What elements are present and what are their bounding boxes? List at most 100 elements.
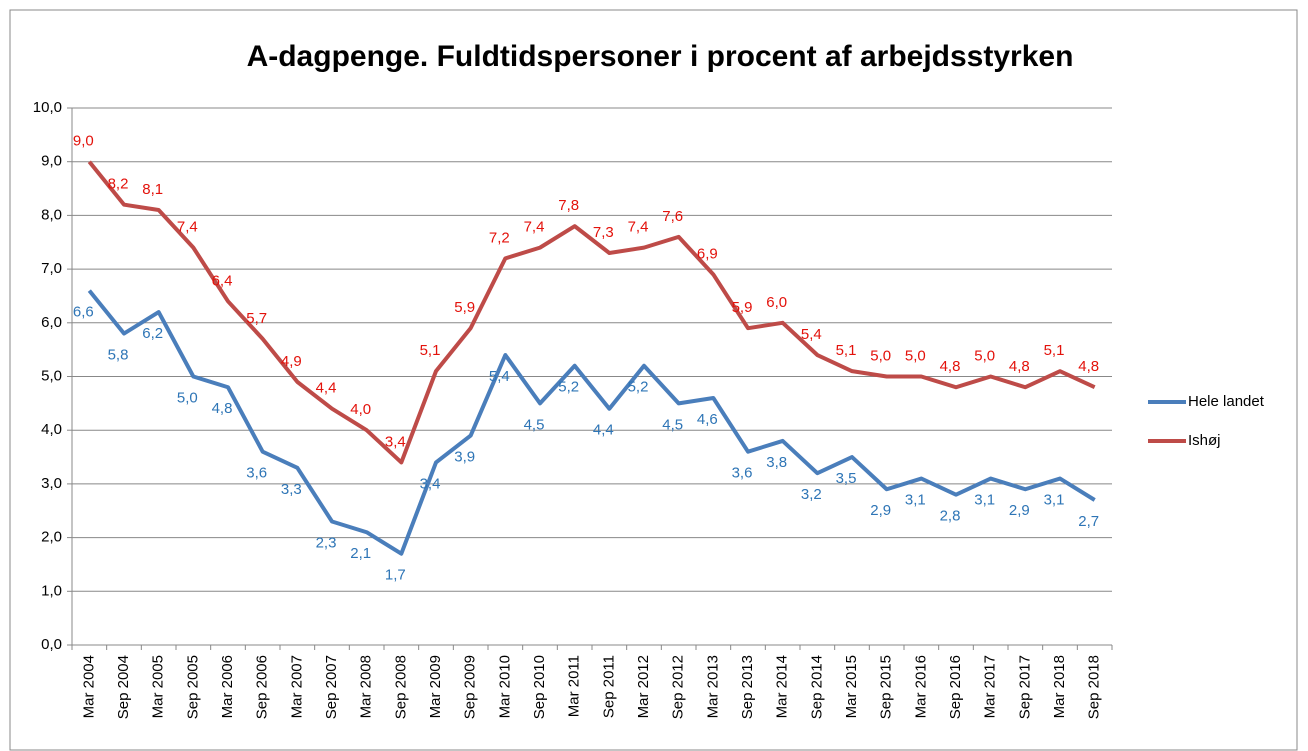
data-label: 2,1 [350, 545, 371, 562]
data-label: 3,4 [420, 475, 441, 492]
data-label: 6,6 [73, 304, 94, 321]
data-label: 4,6 [697, 411, 718, 428]
data-label: 2,9 [1009, 502, 1030, 519]
data-label: 2,3 [316, 534, 337, 551]
data-label: 7,6 [662, 208, 683, 225]
data-label: 2,9 [870, 502, 891, 519]
data-label: 3,4 [385, 433, 406, 450]
data-label: 5,4 [801, 326, 822, 343]
x-tick-label: Mar 2007 [288, 655, 305, 718]
x-tick-label: Mar 2011 [566, 655, 583, 717]
data-label: 3,6 [246, 465, 267, 482]
data-label: 7,2 [489, 229, 510, 246]
x-tick-label: Sep 2013 [739, 655, 756, 719]
x-tick-label: Mar 2004 [80, 655, 97, 718]
y-tick-label: 7,0 [41, 260, 62, 277]
data-label: 3,2 [801, 486, 822, 503]
data-label: 4,4 [593, 422, 614, 439]
data-label: 3,8 [766, 454, 787, 471]
y-tick-label: 1,0 [41, 582, 62, 599]
x-tick-label: Mar 2005 [150, 655, 167, 718]
x-tick-label: Sep 2016 [947, 655, 964, 719]
data-label: 1,7 [385, 567, 406, 584]
x-tick-label: Sep 2014 [808, 655, 825, 719]
x-tick-label: Sep 2005 [184, 655, 201, 719]
data-label: 5,9 [732, 299, 753, 316]
data-label: 4,5 [524, 416, 545, 433]
x-tick-label: Sep 2011 [600, 655, 617, 718]
data-label: 9,0 [73, 133, 94, 150]
x-tick-label: Mar 2013 [704, 655, 721, 718]
y-tick-label: 8,0 [41, 206, 62, 223]
data-label: 5,0 [974, 347, 995, 364]
data-label: 4,4 [316, 380, 337, 397]
y-tick-label: 2,0 [41, 529, 62, 546]
data-label: 5,7 [246, 310, 267, 327]
data-label: 6,9 [697, 245, 718, 262]
chart-title: A-dagpenge. Fuldtidspersoner i procent a… [247, 40, 1074, 73]
y-tick-label: 3,0 [41, 475, 62, 492]
y-tick-label: 9,0 [41, 153, 62, 170]
x-tick-label: Sep 2017 [1016, 655, 1033, 719]
data-label: 5,9 [454, 299, 475, 316]
data-label: 5,0 [870, 347, 891, 364]
x-tick-label: Mar 2015 [843, 655, 860, 718]
data-label: 7,8 [558, 197, 579, 214]
data-label: 4,9 [281, 353, 302, 370]
data-label: 7,4 [177, 219, 198, 236]
x-tick-label: Mar 2010 [496, 655, 513, 718]
data-label: 4,8 [1009, 358, 1030, 375]
x-tick-label: Sep 2008 [392, 655, 409, 719]
data-label: 4,8 [1078, 358, 1099, 375]
data-label: 6,0 [766, 294, 787, 311]
data-label: 7,4 [524, 219, 545, 236]
data-label: 4,0 [350, 401, 371, 418]
x-tick-label: Mar 2018 [1051, 655, 1068, 718]
x-tick-label: Mar 2017 [982, 655, 999, 718]
data-label: 5,0 [905, 347, 926, 364]
data-label: 3,9 [454, 449, 475, 466]
x-tick-label: Mar 2016 [912, 655, 929, 718]
data-label: 4,5 [662, 416, 683, 433]
x-tick-label: Mar 2008 [358, 655, 375, 718]
data-label: 3,1 [1044, 491, 1065, 508]
x-tick-label: Sep 2018 [1086, 655, 1103, 719]
data-label: 5,4 [489, 368, 510, 385]
data-label: 8,2 [108, 176, 129, 193]
data-label: 5,1 [420, 342, 441, 359]
data-label: 5,8 [108, 347, 129, 364]
data-label: 5,1 [836, 342, 857, 359]
legend-label: Hele landet [1188, 393, 1265, 410]
data-label: 3,5 [836, 470, 857, 487]
y-tick-label: 5,0 [41, 367, 62, 384]
legend-label: Ishøj [1188, 432, 1221, 449]
data-label: 3,6 [732, 465, 753, 482]
data-label: 7,4 [628, 219, 649, 236]
series-line [87, 160, 1096, 465]
y-tick-label: 0,0 [41, 636, 62, 653]
x-tick-label: Mar 2012 [635, 655, 652, 718]
data-label: 6,4 [212, 272, 233, 289]
x-tick-label: Sep 2009 [462, 655, 479, 719]
data-label: 2,8 [940, 508, 961, 525]
y-tick-label: 6,0 [41, 314, 62, 331]
x-tick-label: Sep 2015 [878, 655, 895, 719]
series-line [87, 289, 1096, 556]
y-tick-label: 10,0 [33, 99, 62, 116]
x-tick-label: Mar 2006 [219, 655, 236, 718]
data-label: 6,2 [142, 325, 163, 342]
data-label: 2,7 [1078, 513, 1099, 530]
data-label: 8,1 [142, 181, 163, 198]
x-tick-label: Sep 2006 [254, 655, 271, 719]
data-label: 3,1 [974, 491, 995, 508]
y-tick-label: 4,0 [41, 421, 62, 438]
data-label: 5,1 [1044, 342, 1065, 359]
x-tick-label: Sep 2007 [323, 655, 340, 719]
data-label: 4,8 [940, 358, 961, 375]
data-label: 5,2 [628, 379, 649, 396]
x-tick-label: Mar 2014 [774, 655, 791, 718]
x-tick-label: Sep 2010 [531, 655, 548, 719]
data-label: 3,1 [905, 491, 926, 508]
x-tick-label: Sep 2004 [115, 655, 132, 719]
data-label: 3,3 [281, 481, 302, 498]
